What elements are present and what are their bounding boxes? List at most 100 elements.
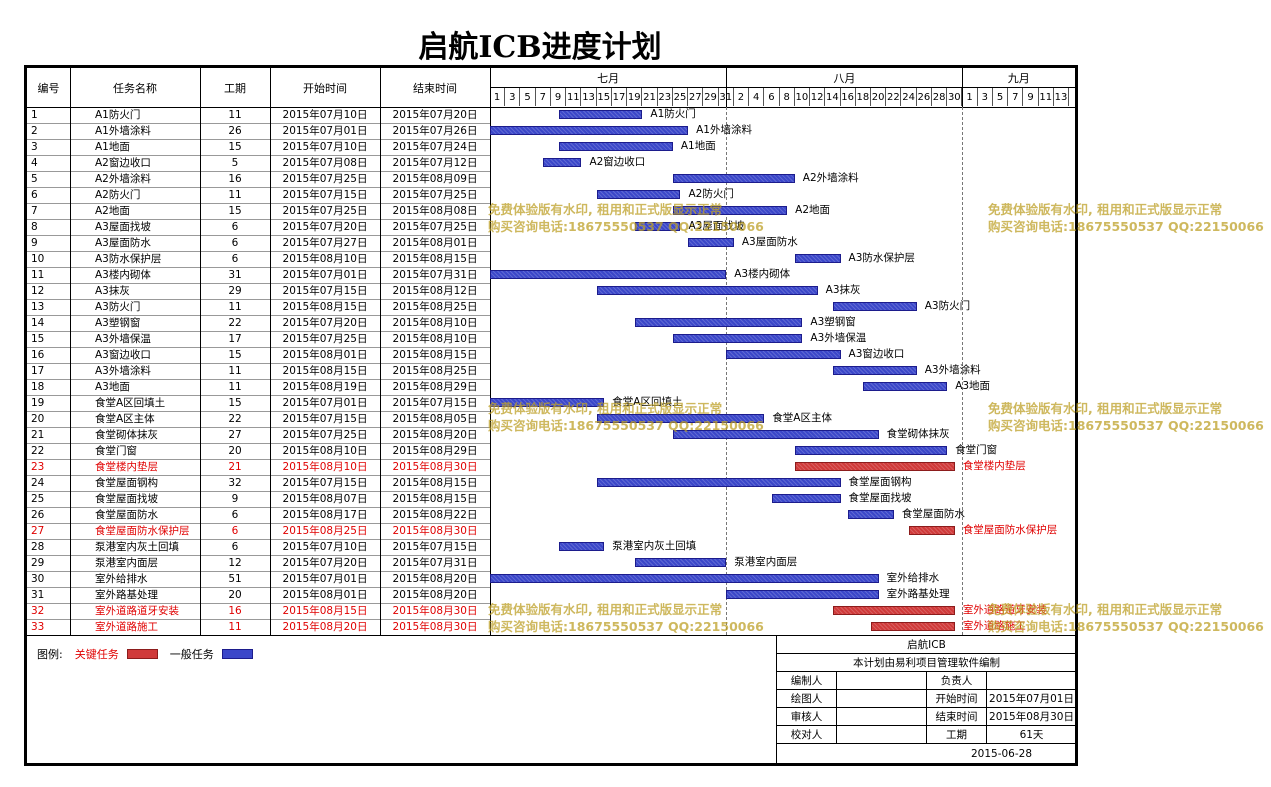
task-bar[interactable] — [634, 222, 681, 231]
row-divider — [27, 187, 490, 188]
task-bar[interactable] — [832, 302, 917, 311]
watermark: 免费体验版有水印, 租用和正式版显示正常 购买咨询电话:18675550537 Q… — [488, 401, 764, 433]
row-divider — [27, 155, 490, 156]
task-bar[interactable] — [596, 478, 841, 487]
task-name-cell: A3外墙保温 — [95, 333, 151, 345]
task-bar[interactable] — [794, 254, 841, 263]
day-tick: 28 — [932, 88, 948, 106]
task-bar[interactable] — [634, 318, 803, 327]
task-bar[interactable] — [596, 190, 681, 199]
task-bar-label: 食堂屋面防水保护层 — [962, 524, 1058, 536]
task-start-cell: 2015年07月01日 — [282, 269, 368, 281]
task-bar[interactable] — [596, 286, 818, 295]
task-bar[interactable] — [490, 126, 689, 135]
day-tick: 21 — [642, 88, 658, 106]
day-tick: 31 — [719, 88, 734, 106]
task-bar[interactable] — [596, 414, 765, 423]
task-start-cell: 2015年08月17日 — [282, 509, 368, 521]
task-end-cell: 2015年08月25日 — [392, 365, 478, 377]
task-start-cell: 2015年08月15日 — [282, 301, 368, 313]
task-bar[interactable] — [558, 110, 643, 119]
task-bar[interactable] — [688, 238, 734, 247]
task-bar[interactable] — [490, 574, 879, 583]
task-dur-cell: 15 — [228, 205, 242, 217]
task-start-cell: 2015年07月27日 — [282, 237, 368, 249]
task-bar[interactable] — [490, 398, 605, 407]
task-id-cell: 8 — [31, 221, 38, 233]
task-end-cell: 2015年08月15日 — [392, 493, 478, 505]
task-bar[interactable] — [794, 462, 955, 471]
column-header: 工期 — [224, 81, 246, 95]
task-bar[interactable] — [909, 526, 955, 535]
row-divider — [27, 539, 490, 540]
task-bar-label: A2外墙涂料 — [802, 172, 859, 184]
task-bar[interactable] — [863, 382, 948, 391]
task-bar[interactable] — [672, 430, 879, 439]
task-bar-label: A1外墙涂料 — [696, 124, 752, 136]
task-bar[interactable] — [558, 142, 673, 151]
task-bar[interactable] — [543, 158, 582, 167]
task-bar[interactable] — [832, 606, 955, 615]
task-bar[interactable] — [794, 446, 948, 455]
task-bar[interactable] — [672, 174, 795, 183]
task-bar[interactable] — [771, 494, 841, 503]
task-id-cell: 30 — [31, 573, 45, 585]
task-bar[interactable] — [558, 542, 605, 551]
task-bar[interactable] — [726, 590, 879, 599]
duration-label: 工期 — [927, 726, 987, 744]
title-block-note: 本计划由易利项目管理软件编制 — [777, 654, 1076, 672]
task-end-cell: 2015年08月15日 — [392, 477, 478, 489]
task-dur-cell: 11 — [228, 189, 242, 201]
task-bar[interactable] — [848, 510, 894, 519]
day-tick: 15 — [597, 88, 612, 106]
task-end-cell: 2015年07月20日 — [392, 109, 478, 121]
task-bar[interactable] — [490, 270, 727, 279]
task-bar[interactable] — [634, 558, 727, 567]
task-end-cell: 2015年08月30日 — [392, 461, 478, 473]
task-bar-label: 室外道路道牙安装 — [962, 604, 1047, 616]
start-label: 开始时间 — [927, 690, 987, 708]
task-bar[interactable] — [672, 206, 788, 215]
task-end-cell: 2015年08月29日 — [392, 445, 478, 457]
column-header: 结束时间 — [413, 81, 457, 95]
task-id-cell: 16 — [31, 349, 45, 361]
day-tick: 13 — [1054, 88, 1070, 106]
day-tick: 30 — [947, 88, 963, 106]
task-name-cell: A1地面 — [95, 141, 130, 153]
task-bar-label: 食堂砌体抹灰 — [886, 428, 950, 440]
legend-normal-swatch — [221, 649, 253, 659]
task-bar[interactable] — [726, 350, 841, 359]
row-divider — [27, 123, 490, 124]
task-start-cell: 2015年08月10日 — [282, 445, 368, 457]
task-id-cell: 12 — [31, 285, 45, 297]
task-name-cell: A3防水保护层 — [95, 253, 162, 265]
task-name-cell: 食堂屋面防水保护层 — [95, 525, 190, 537]
task-end-cell: 2015年08月08日 — [392, 205, 478, 217]
row-divider — [27, 219, 490, 220]
task-bar[interactable] — [832, 366, 917, 375]
task-id-cell: 14 — [31, 317, 45, 329]
drafter-value — [837, 690, 927, 708]
task-bar-label: A3防水保护层 — [848, 252, 915, 264]
editor-value — [837, 672, 927, 690]
task-id-cell: 1 — [31, 109, 38, 121]
month-separator — [726, 68, 728, 107]
task-bar-label: 食堂门窗 — [955, 444, 998, 456]
task-dur-cell: 9 — [231, 493, 239, 505]
month-header: 九月 — [1007, 71, 1030, 85]
day-tick: 18 — [856, 88, 871, 106]
task-end-cell: 2015年08月30日 — [392, 525, 478, 537]
task-name-cell: A3抹灰 — [95, 285, 130, 297]
task-start-cell: 2015年07月20日 — [282, 317, 368, 329]
task-name-cell: 室外道路施工 — [95, 621, 158, 633]
task-bar[interactable] — [871, 622, 955, 631]
task-start-cell: 2015年08月10日 — [282, 253, 368, 265]
drafter-label: 绘图人 — [777, 690, 837, 708]
task-end-cell: 2015年08月20日 — [392, 429, 478, 441]
task-bar[interactable] — [672, 334, 803, 343]
header-divider — [27, 107, 1075, 108]
task-start-cell: 2015年07月08日 — [282, 157, 368, 169]
row-divider — [27, 603, 490, 604]
task-dur-cell: 11 — [228, 301, 242, 313]
task-end-cell: 2015年07月26日 — [392, 125, 478, 137]
